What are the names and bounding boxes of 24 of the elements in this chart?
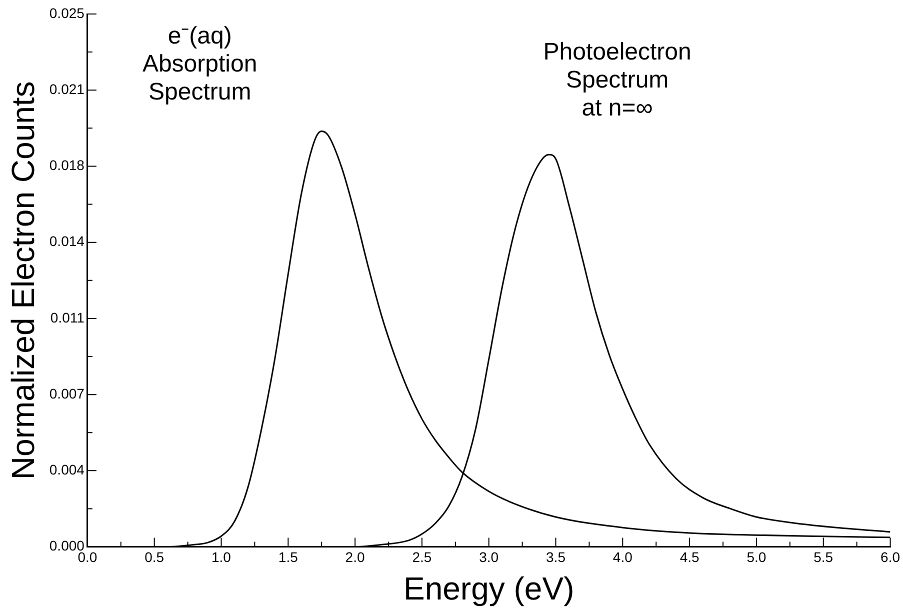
- y-tick-label: 0.021: [49, 80, 85, 97]
- x-tick-label: 1.0: [212, 549, 232, 566]
- x-tick-label: 5.5: [814, 549, 834, 566]
- text: e⁻(aq) Absorption Spectrum: [142, 22, 258, 106]
- x-tick-label: 2.0: [345, 549, 365, 566]
- x-tick-label: 6.0: [880, 549, 900, 566]
- y-tick-label: 0.018: [49, 157, 85, 174]
- x-tick-label: 0.5: [144, 549, 164, 566]
- y-tick-label: 0.004: [49, 462, 85, 478]
- y-tick-label: 0.011: [50, 309, 85, 326]
- x-tick-label: 4.5: [680, 549, 700, 566]
- x-tick-label: 4.0: [612, 549, 633, 566]
- x-tick-label: 3.5: [546, 549, 566, 566]
- y-axis-title: Normalized Electron Counts: [5, 81, 42, 480]
- x-tick-label: 0.0: [78, 549, 98, 566]
- y-tick-label: 0.025: [49, 4, 85, 21]
- x-tick-label: 5.0: [746, 549, 766, 566]
- x-tick-label: 3.0: [479, 549, 499, 566]
- x-tick-label: 2.5: [412, 549, 432, 566]
- y-tick-label: 0.007: [49, 385, 85, 402]
- x-tick-label: 1.5: [278, 549, 298, 566]
- y-tick-label: 0.014: [49, 233, 85, 250]
- x-axis-title: Energy (eV): [403, 570, 574, 607]
- series-label: Photoelectron Spectrum at n=∞: [543, 38, 692, 122]
